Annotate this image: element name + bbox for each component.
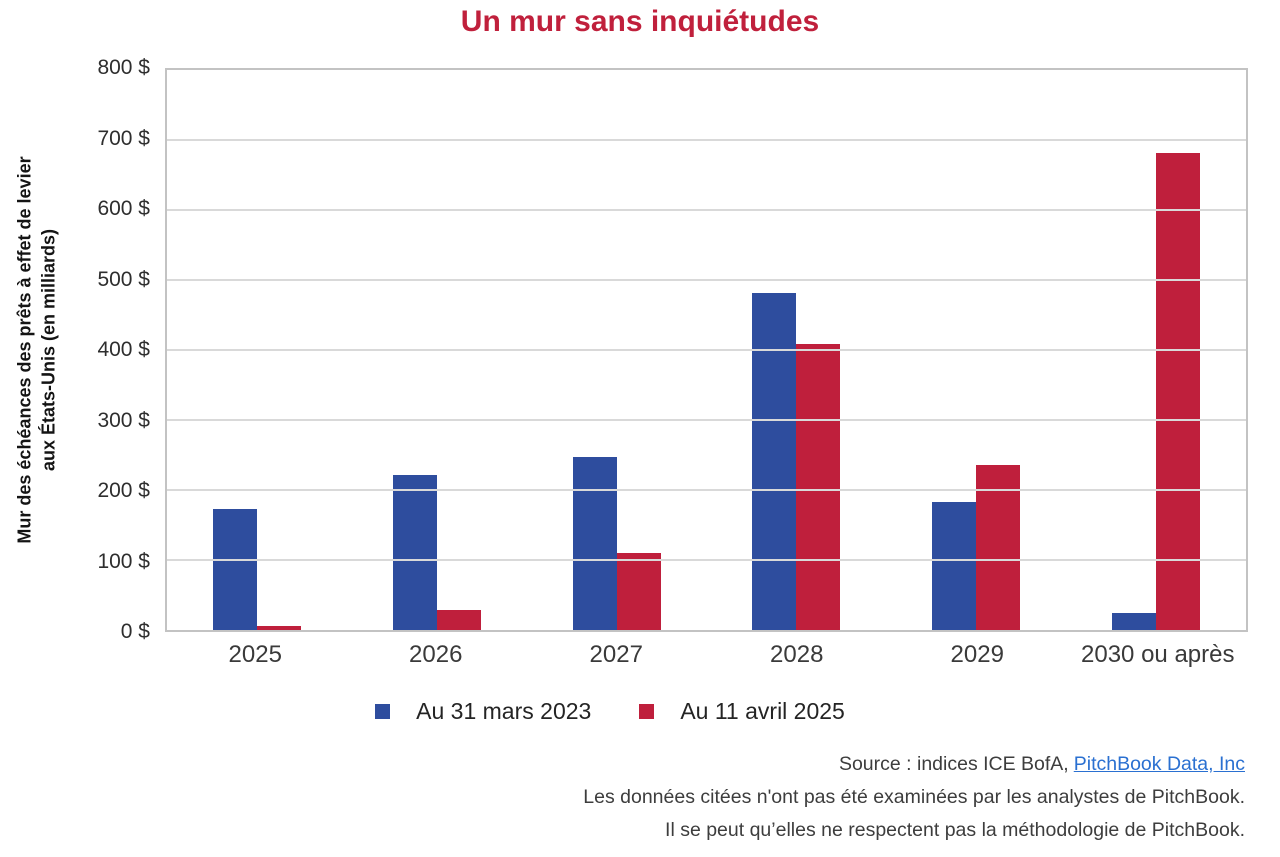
bar-2027-series-1 bbox=[572, 457, 617, 630]
disclaimer-line-1: Les données citées n'ont pas été examiné… bbox=[583, 786, 1245, 808]
y-axis-tick-label: 600 $ bbox=[97, 197, 150, 220]
plot-area bbox=[165, 68, 1248, 632]
y-axis-tick-label: 800 $ bbox=[97, 56, 150, 79]
x-axis-label: 2027 bbox=[589, 641, 643, 668]
gridline bbox=[167, 489, 1246, 491]
y-axis-tick-label: 300 $ bbox=[97, 408, 150, 432]
legend-label: Au 31 mars 2023 bbox=[416, 697, 592, 724]
bar-group-2026 bbox=[347, 70, 527, 630]
gridline bbox=[167, 209, 1246, 211]
gridline bbox=[167, 419, 1246, 421]
gridline bbox=[167, 139, 1246, 141]
y-axis-tick-label: 100 $ bbox=[97, 549, 150, 573]
bar-groups bbox=[167, 70, 1246, 630]
y-axis-tick-label: 700 $ bbox=[97, 126, 150, 150]
legend-item-2: Au 11 avril 2025 bbox=[639, 698, 845, 724]
bar-2026-series-2 bbox=[436, 609, 481, 630]
chart-title: Un mur sans inquiétudes bbox=[460, 5, 820, 38]
source-line: Source : indices ICE BofA, PitchBook Data… bbox=[583, 748, 1245, 781]
y-axis-tick-label: 400 $ bbox=[97, 338, 150, 361]
gridline bbox=[167, 559, 1246, 561]
legend-swatch bbox=[375, 703, 391, 719]
bar-group-2025 bbox=[167, 70, 347, 630]
gridline bbox=[167, 279, 1246, 281]
x-axis-label: 2030 ou après bbox=[1081, 641, 1235, 668]
y-axis: 800 $ 700 $ 600 $ 500 $ 400 $ 300 $ 200 $ 100 $… bbox=[0, 56, 150, 643]
y-axis-tick-label: 200 $ bbox=[97, 479, 150, 502]
source-text: Source : indices ICE BofA, bbox=[838, 753, 1069, 775]
bar-2030-series-1 bbox=[1112, 613, 1157, 630]
bar-2030-series-2 bbox=[1156, 153, 1201, 630]
bar-2027-series-2 bbox=[616, 553, 661, 630]
bar-2025-series-2 bbox=[256, 625, 301, 630]
x-axis-label: 2025 bbox=[228, 641, 282, 668]
gridline bbox=[167, 349, 1246, 351]
legend: Au 31 mars 2023 Au 11 avril 2025 bbox=[0, 698, 1250, 724]
bar-2028-series-1 bbox=[752, 293, 797, 630]
bar-group-2030 bbox=[1066, 70, 1246, 630]
bar-group-2029 bbox=[886, 70, 1066, 630]
bar-2028-series-2 bbox=[796, 344, 841, 630]
bar-2029-series-1 bbox=[932, 501, 977, 630]
y-axis-tick-label: 0 $ bbox=[120, 620, 150, 643]
y-axis-tick-label: 500 $ bbox=[97, 267, 150, 291]
legend-item-1: Au 31 mars 2023 bbox=[375, 698, 591, 724]
bar-2025-series-1 bbox=[212, 508, 257, 630]
x-axis-label: 2028 bbox=[770, 641, 824, 668]
footer: Source : indices ICE BofA, PitchBook Data… bbox=[583, 748, 1245, 847]
pitchbook-link[interactable]: PitchBook Data, Inc bbox=[1073, 753, 1245, 775]
disclaimer-line-2: Il se peut qu’elles ne respectent pas la… bbox=[665, 819, 1245, 841]
x-axis-label: 2026 bbox=[409, 641, 463, 668]
bar-2026-series-1 bbox=[392, 474, 437, 630]
legend-label: Au 11 avril 2025 bbox=[680, 697, 845, 724]
x-axis: 2025 2026 2027 2028 2029 2030 ou après bbox=[165, 641, 1248, 669]
bar-group-2027 bbox=[527, 70, 707, 630]
legend-swatch bbox=[639, 703, 655, 719]
x-axis-label: 2029 bbox=[950, 641, 1004, 668]
bar-2029-series-2 bbox=[976, 464, 1021, 630]
